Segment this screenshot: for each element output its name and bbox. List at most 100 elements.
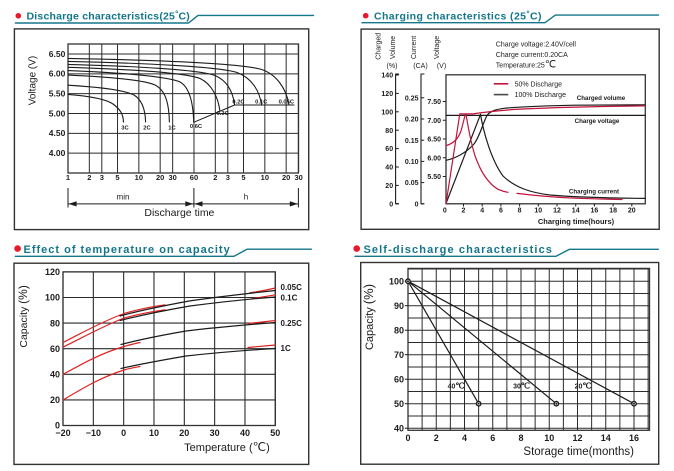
svg-text:3C: 3C xyxy=(121,125,129,131)
svg-text:20: 20 xyxy=(282,173,290,182)
svg-text:20℃: 20℃ xyxy=(575,382,592,391)
svg-text:10: 10 xyxy=(135,173,143,182)
svg-text:60: 60 xyxy=(190,173,198,182)
svg-text:80: 80 xyxy=(394,325,404,335)
svg-text:100: 100 xyxy=(381,109,393,116)
svg-text:2C: 2C xyxy=(143,125,151,131)
svg-text:Charging characteristics (25°C: Charging characteristics (25°C) xyxy=(374,10,542,23)
svg-text:8: 8 xyxy=(518,433,523,443)
svg-text:30: 30 xyxy=(168,173,176,182)
svg-text:120: 120 xyxy=(45,267,60,277)
svg-text:0.15: 0.15 xyxy=(405,138,419,145)
svg-text:5: 5 xyxy=(115,173,119,182)
svg-text:−20: −20 xyxy=(55,428,70,438)
svg-text:0: 0 xyxy=(443,207,447,214)
svg-text:2: 2 xyxy=(87,173,91,182)
svg-text:30℃: 30℃ xyxy=(513,382,530,391)
svg-text:0.6C: 0.6C xyxy=(190,124,203,130)
svg-text:0.25C: 0.25C xyxy=(281,319,303,328)
svg-text:14: 14 xyxy=(572,207,580,214)
svg-text:6: 6 xyxy=(499,207,503,214)
svg-text:10: 10 xyxy=(544,433,554,443)
svg-text:40℃: 40℃ xyxy=(448,382,465,391)
svg-text:0.20: 0.20 xyxy=(405,117,419,124)
svg-text:140: 140 xyxy=(381,73,393,80)
svg-text:0.3C: 0.3C xyxy=(217,111,230,117)
svg-text:Discharge time: Discharge time xyxy=(144,207,214,219)
svg-text:6.00: 6.00 xyxy=(427,155,441,162)
svg-text:16: 16 xyxy=(629,433,639,443)
svg-text:10: 10 xyxy=(261,173,269,182)
svg-text:4.00: 4.00 xyxy=(49,148,66,158)
svg-text:7.50: 7.50 xyxy=(427,99,441,106)
svg-text:20: 20 xyxy=(179,428,189,438)
svg-text:100% Discharge: 100% Discharge xyxy=(515,92,566,99)
svg-text:0: 0 xyxy=(55,421,60,431)
svg-text:6.00: 6.00 xyxy=(49,69,66,79)
svg-text:12: 12 xyxy=(572,433,582,443)
svg-text:70: 70 xyxy=(394,350,404,360)
svg-text:0.05C: 0.05C xyxy=(281,283,303,292)
svg-text:5.50: 5.50 xyxy=(427,174,441,181)
svg-text:0.05: 0.05 xyxy=(405,180,419,187)
svg-text:80: 80 xyxy=(385,128,393,135)
svg-text:Discharge characteristics(25°C: Discharge characteristics(25°C) xyxy=(27,10,191,23)
svg-text:20: 20 xyxy=(385,183,393,190)
svg-text:20: 20 xyxy=(50,395,60,405)
svg-text:0.1C: 0.1C xyxy=(281,294,298,303)
svg-text:10: 10 xyxy=(149,428,159,438)
svg-text:2: 2 xyxy=(213,173,217,182)
svg-text:40: 40 xyxy=(385,165,393,172)
svg-text:50: 50 xyxy=(394,399,404,409)
svg-text:Charging time(hours): Charging time(hours) xyxy=(538,217,615,226)
svg-text:4: 4 xyxy=(462,433,467,443)
svg-text:Charging current: Charging current xyxy=(569,188,619,195)
svg-text:16: 16 xyxy=(591,207,599,214)
svg-text:Charged volume: Charged volume xyxy=(577,95,626,102)
svg-text:1C: 1C xyxy=(168,125,176,131)
svg-text:3: 3 xyxy=(226,173,230,182)
svg-text:h: h xyxy=(244,192,248,201)
svg-text:0: 0 xyxy=(415,201,419,208)
svg-text:20: 20 xyxy=(156,173,164,182)
svg-text:20: 20 xyxy=(628,207,636,214)
svg-text:Self-discharge characteristics: Self-discharge characteristics xyxy=(364,244,554,256)
svg-text:60: 60 xyxy=(385,146,393,153)
svg-text:Storage time(months): Storage time(months) xyxy=(523,446,634,458)
svg-text:2: 2 xyxy=(462,207,466,214)
svg-text:5.00: 5.00 xyxy=(49,108,66,118)
svg-text:3: 3 xyxy=(100,173,104,182)
svg-text:0: 0 xyxy=(389,201,393,208)
svg-text:80: 80 xyxy=(50,318,60,328)
svg-text:1: 1 xyxy=(66,173,70,182)
svg-text:4: 4 xyxy=(480,207,484,214)
svg-text:1C: 1C xyxy=(281,344,291,353)
svg-text:40: 40 xyxy=(394,423,404,433)
svg-text:Charge voltage: Charge voltage xyxy=(575,118,620,125)
svg-text:8: 8 xyxy=(518,207,522,214)
svg-text:120: 120 xyxy=(381,91,393,98)
svg-text:0.05C: 0.05C xyxy=(279,100,295,106)
svg-text:6: 6 xyxy=(490,433,495,443)
svg-text:Volume: Volume xyxy=(390,36,397,59)
svg-text:Charge voltage:2.40V/cell: Charge voltage:2.40V/cell xyxy=(496,41,577,48)
svg-text:Charged: Charged xyxy=(376,33,383,60)
svg-text:30: 30 xyxy=(210,428,220,438)
svg-text:60: 60 xyxy=(394,374,404,384)
svg-text:30: 30 xyxy=(294,173,302,182)
svg-text:Capacity (%): Capacity (%) xyxy=(361,284,376,350)
svg-text:Effect of temperature on capac: Effect of temperature on capacity xyxy=(24,244,231,256)
svg-text:Charge current:0.20CA: Charge current:0.20CA xyxy=(496,52,568,59)
svg-text:40: 40 xyxy=(240,428,250,438)
svg-text:5.50: 5.50 xyxy=(49,89,66,99)
svg-text:−10: −10 xyxy=(86,428,101,438)
svg-text:0.2C: 0.2C xyxy=(232,100,245,106)
svg-text:Temperature (℃): Temperature (℃) xyxy=(184,440,270,454)
svg-text:min: min xyxy=(117,192,130,201)
svg-text:100: 100 xyxy=(45,293,60,303)
svg-text:(CA): (CA) xyxy=(413,63,427,70)
svg-text:50: 50 xyxy=(270,428,280,438)
svg-text:4.50: 4.50 xyxy=(49,128,66,138)
svg-text:0.25: 0.25 xyxy=(405,95,419,102)
svg-text:Voltage (V): Voltage (V) xyxy=(28,56,39,105)
